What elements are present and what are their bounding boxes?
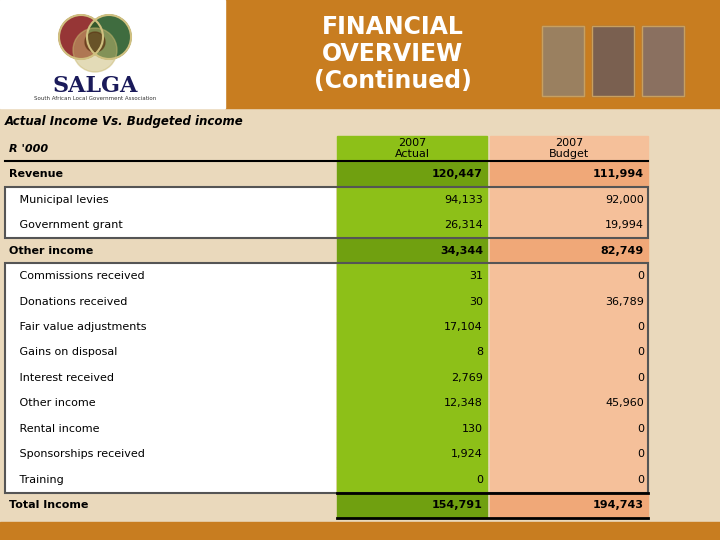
Text: 36,789: 36,789 [605,296,644,307]
Circle shape [87,15,131,59]
Text: 92,000: 92,000 [606,194,644,205]
Text: 8: 8 [476,347,483,357]
Bar [337,136,487,161]
Bar [337,238,487,264]
Bar [337,314,487,340]
Circle shape [59,15,103,59]
Text: Sponsorships received: Sponsorships received [9,449,145,460]
Bar [490,365,648,390]
Text: Donations received: Donations received [9,296,127,307]
Text: R '000: R '000 [9,144,48,154]
Bar [542,26,584,96]
Text: FINANCIAL
OVERVIEW
(Continued): FINANCIAL OVERVIEW (Continued) [314,15,472,93]
Bar [592,26,634,96]
Text: Rental income: Rental income [9,424,99,434]
Bar [0,522,720,540]
Bar [642,26,684,96]
Bar [490,340,648,365]
Text: 0: 0 [637,347,644,357]
Bar [490,492,648,518]
Text: 0: 0 [476,475,483,485]
Text: South African Local Government Association: South African Local Government Associati… [34,96,156,100]
Circle shape [85,32,105,52]
Bar [337,161,487,187]
Text: Total Income: Total Income [9,500,89,510]
Bar [5,187,648,238]
Bar [490,161,648,187]
Bar [490,238,648,264]
Text: Actual Income Vs. Budgeted income: Actual Income Vs. Budgeted income [5,116,244,129]
Bar [490,390,648,416]
Bar [490,264,648,289]
Bar [337,467,487,492]
Text: Municipal levies: Municipal levies [9,194,109,205]
Text: 30: 30 [469,296,483,307]
Text: 111,994: 111,994 [593,169,644,179]
Bar [337,365,487,390]
Text: Interest received: Interest received [9,373,114,383]
Text: 194,743: 194,743 [593,500,644,510]
Text: 45,960: 45,960 [606,399,644,408]
Bar [490,442,648,467]
Text: 26,314: 26,314 [444,220,483,230]
Text: 0: 0 [637,449,644,460]
Text: 0: 0 [637,475,644,485]
Text: Commissions received: Commissions received [9,271,145,281]
Text: 0: 0 [637,424,644,434]
Text: 120,447: 120,447 [432,169,483,179]
Text: 34,344: 34,344 [440,246,483,255]
Text: 31: 31 [469,271,483,281]
Bar [642,26,684,96]
Bar [542,26,584,96]
Text: Revenue: Revenue [9,169,63,179]
Bar [490,416,648,442]
Bar [0,0,225,108]
Text: 2007
Budget: 2007 Budget [549,138,589,159]
Text: 154,791: 154,791 [432,500,483,510]
Bar [337,340,487,365]
Text: Training: Training [9,475,64,485]
Bar [337,492,487,518]
Text: SALGA: SALGA [53,75,138,97]
Bar [490,136,648,161]
Text: 94,133: 94,133 [444,194,483,205]
Text: Other income: Other income [9,246,94,255]
Bar [5,264,336,492]
Text: 2007
Actual: 2007 Actual [395,138,430,159]
Bar [337,390,487,416]
Text: 0: 0 [637,322,644,332]
Bar [490,212,648,238]
Bar [337,212,487,238]
Text: 17,104: 17,104 [444,322,483,332]
Text: 0: 0 [637,271,644,281]
Text: 12,348: 12,348 [444,399,483,408]
Text: 0: 0 [637,373,644,383]
Text: Fair value adjustments: Fair value adjustments [9,322,146,332]
Bar [337,289,487,314]
Text: 2,769: 2,769 [451,373,483,383]
Bar [5,187,336,238]
Text: 82,749: 82,749 [600,246,644,255]
Bar [592,26,634,96]
Text: 130: 130 [462,424,483,434]
Text: 19,994: 19,994 [605,220,644,230]
Bar [337,187,487,212]
Bar [490,467,648,492]
Bar [490,187,648,212]
Bar [337,416,487,442]
Text: 1,924: 1,924 [451,449,483,460]
Bar [337,442,487,467]
Bar [490,289,648,314]
Bar [490,314,648,340]
Bar [337,264,487,289]
Circle shape [73,28,117,72]
Bar [5,264,648,492]
Text: Government grant: Government grant [9,220,122,230]
Text: Other income: Other income [9,399,96,408]
Text: Gains on disposal: Gains on disposal [9,347,117,357]
Bar [225,0,720,108]
